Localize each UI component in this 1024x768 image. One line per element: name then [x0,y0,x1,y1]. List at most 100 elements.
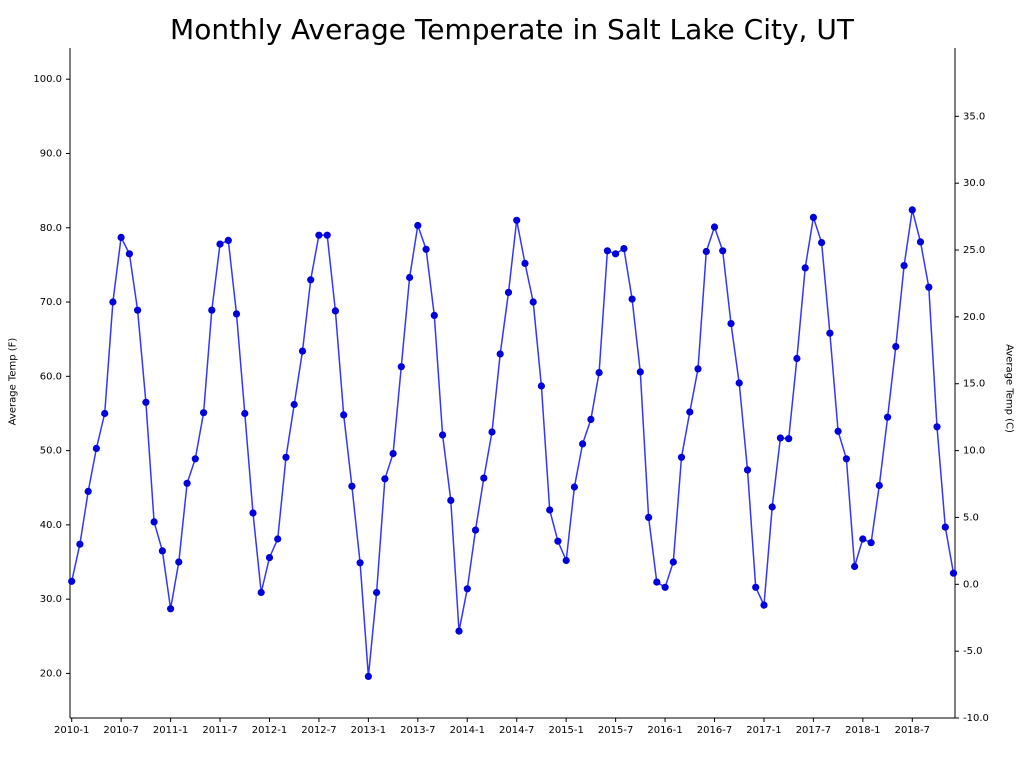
data-point-2014-5 [496,350,504,358]
data-point-2017-6 [801,264,809,272]
y-axis-label-left: Average Temp (F) [7,337,19,426]
data-point-2010-8 [125,250,133,258]
x-axis-tick-label: 2015-1 [548,725,583,736]
data-point-2015-12 [653,578,661,586]
data-point-2010-10 [142,398,150,406]
data-point-2010-5 [101,409,109,418]
data-point-2012-6 [307,276,315,284]
data-point-2014-6 [504,288,513,296]
data-point-2013-2 [373,588,381,597]
data-point-2015-7 [612,250,620,258]
data-point-2011-1 [167,605,175,613]
data-point-2013-4 [389,450,397,458]
right-axis-tick-label: 20.0 [963,312,985,323]
data-point-2013-10 [439,431,447,439]
data-point-2013-1 [364,672,372,681]
data-point-2018-11 [941,523,949,531]
left-axis-tick-label: 60.0 [40,371,62,382]
data-point-2014-10 [537,382,546,390]
x-axis-tick-label: 2010-1 [54,725,89,736]
right-axis-tick-label: 10.0 [963,446,985,457]
data-point-2014-11 [546,506,554,514]
data-point-2012-9 [331,307,339,315]
data-point-2017-3 [776,434,785,442]
data-point-2017-5 [793,354,801,363]
x-axis-tick-label: 2015-7 [598,725,633,736]
data-point-2012-1 [265,554,274,562]
data-point-2015-2 [570,483,579,491]
data-point-2016-1 [661,583,669,591]
data-point-2012-11 [348,482,356,490]
x-axis-tick-label: 2018-7 [895,725,930,736]
left-axis-tick-label: 80.0 [40,223,62,234]
data-point-2012-10 [340,411,348,419]
data-point-2010-9 [134,306,142,314]
data-point-2011-2 [175,558,183,566]
right-axis-tick-label: -10.0 [963,713,989,724]
x-axis-tick-label: 2014-7 [499,725,534,736]
data-point-2012-12 [356,559,364,567]
data-point-2013-6 [406,273,414,282]
x-axis-tick-label: 2010-7 [103,725,138,736]
right-axis-tick-label: 30.0 [963,178,985,189]
data-point-2011-6 [208,306,216,314]
x-axis-tick-label: 2018-1 [845,725,880,736]
data-point-2016-7 [710,223,719,231]
data-point-2012-8 [323,231,331,239]
left-axis-tick-label: 30.0 [40,594,62,605]
data-point-2014-12 [554,537,562,545]
data-point-2015-6 [603,247,612,255]
data-point-2014-3 [480,474,488,482]
data-point-2013-5 [397,363,405,371]
data-point-2011-7 [216,240,224,248]
data-point-2016-10 [735,379,743,387]
data-point-2010-1 [68,577,76,585]
data-point-2018-8 [916,238,925,246]
left-axis-tick-label: 50.0 [40,446,62,457]
data-point-2010-3 [84,487,92,495]
data-point-2011-12 [257,588,265,597]
data-point-2010-11 [150,518,158,526]
data-point-2015-4 [587,415,595,423]
right-axis-tick-label: 25.0 [963,245,985,256]
data-point-2016-4 [686,408,694,416]
data-point-2012-4 [290,400,298,409]
data-point-2012-3 [282,453,290,461]
right-axis-tick-label: 0.0 [963,579,979,590]
data-point-2010-7 [117,233,125,241]
right-axis-tick-label: -5.0 [963,646,983,657]
data-point-2015-10 [636,368,644,376]
data-point-2011-11 [249,509,257,517]
x-axis-tick-label: 2014-1 [450,725,485,736]
data-point-2017-9 [826,329,834,337]
x-axis-tick-label: 2017-1 [746,725,781,736]
x-axis-tick-label: 2016-1 [647,725,682,736]
data-point-2016-2 [669,558,677,566]
data-point-2014-7 [513,216,521,224]
data-point-2011-4 [191,455,199,463]
data-point-2017-11 [842,455,851,463]
left-axis-tick-label: 90.0 [40,148,62,159]
data-point-2017-8 [818,239,826,247]
data-point-2018-5 [892,343,900,351]
data-point-2017-10 [834,427,842,435]
data-point-2018-1 [859,535,867,543]
data-point-2018-2 [867,539,875,547]
data-point-2015-5 [595,369,603,377]
data-point-2017-7 [809,213,818,221]
data-point-2013-12 [455,627,463,635]
right-axis-tick-label: 35.0 [963,111,985,122]
y-axis-label-right: Average Temp (C) [1003,344,1015,433]
data-point-2015-9 [628,295,636,303]
data-point-2014-9 [529,298,537,306]
data-point-2013-7 [414,221,422,230]
data-point-2015-11 [645,513,653,522]
temperature-line [70,209,955,678]
data-point-2018-9 [925,283,933,291]
data-point-2015-3 [579,440,587,448]
data-point-2013-8 [422,245,430,253]
data-point-2014-2 [471,526,480,534]
x-axis-tick-label: 2012-1 [252,725,287,736]
data-point-2018-4 [884,413,892,421]
